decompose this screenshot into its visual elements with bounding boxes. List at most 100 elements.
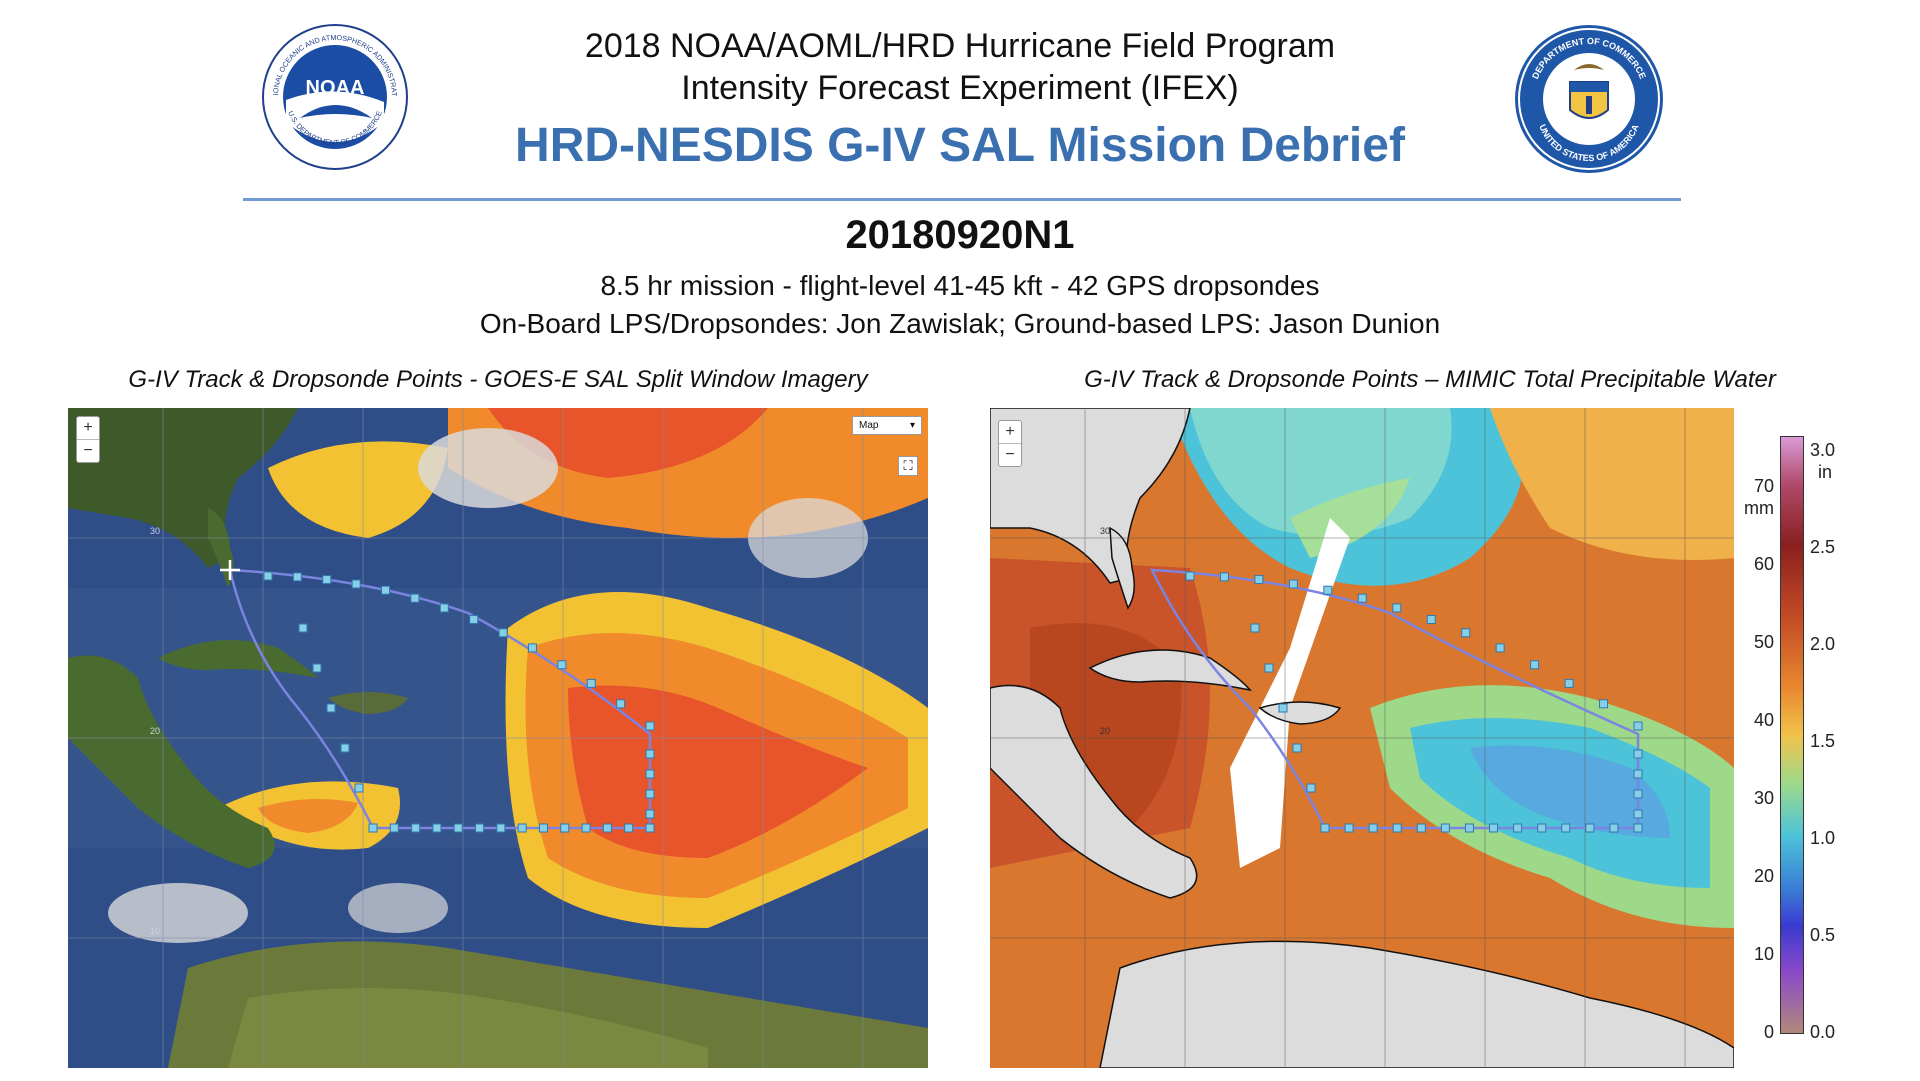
dropsonde-marker xyxy=(389,823,399,833)
dropsonde-marker xyxy=(1264,663,1274,673)
dropsonde-marker xyxy=(1461,628,1471,638)
dropsonde-marker xyxy=(645,769,655,779)
dropsonde-marker xyxy=(1489,823,1499,833)
tpw-colorbar: 70 mm 60 50 40 30 20 10 0 3.0 in 2.5 2.0… xyxy=(1738,436,1918,1042)
dropsonde-marker xyxy=(560,823,570,833)
colorbar-in-tick: 1.0 xyxy=(1810,828,1836,848)
dropsonde-marker xyxy=(1250,623,1260,633)
dropsonde-marker xyxy=(1633,823,1643,833)
dropsonde-marker xyxy=(602,823,612,833)
dropsonde-points-tpw xyxy=(1185,571,1643,833)
dropsonde-marker xyxy=(616,699,626,709)
dropsonde-marker xyxy=(354,783,364,793)
dropsonde-marker xyxy=(645,789,655,799)
dropsonde-marker xyxy=(1320,823,1330,833)
dropsonde-marker xyxy=(1219,572,1229,582)
dropsonde-marker xyxy=(1288,579,1298,589)
fullscreen-icon: ⛶ xyxy=(903,458,913,473)
colorbar-mm-tick: 50 xyxy=(1753,632,1774,652)
dropsonde-marker xyxy=(1440,823,1450,833)
dropsonde-marker xyxy=(1561,823,1571,833)
mimic-tpw-map[interactable]: 30 20 + − xyxy=(990,408,1734,1068)
dropsonde-marker xyxy=(326,703,336,713)
colorbar-mm-tick: 10 xyxy=(1753,944,1774,964)
lat-label-10: 10 xyxy=(150,926,160,936)
map-type-value: Map xyxy=(859,420,879,431)
g-iv-flight-track-tpw xyxy=(1149,568,1640,830)
lat-label-20: 20 xyxy=(150,726,160,736)
right-zoom-in-button[interactable]: + xyxy=(1005,423,1015,440)
dropsonde-marker xyxy=(1357,593,1367,603)
dropsonde-marker xyxy=(1254,575,1264,585)
right-map-graticule xyxy=(990,408,1734,1068)
dropsonde-marker xyxy=(645,721,655,731)
fullscreen-button[interactable]: ⛶ xyxy=(898,456,918,476)
colorbar-mm-unit: mm xyxy=(1744,498,1774,518)
dropsonde-marker xyxy=(1278,703,1288,713)
dropsonde-marker xyxy=(624,823,634,833)
header-divider xyxy=(243,198,1681,201)
dropsonde-marker xyxy=(1599,699,1609,709)
colorbar-gradient xyxy=(1780,436,1804,1034)
dropsonde-marker xyxy=(469,614,479,624)
dropsonde-marker xyxy=(475,823,485,833)
dropsonde-marker xyxy=(410,593,420,603)
dropsonde-marker xyxy=(581,823,591,833)
noaa-logo-text: NOAA xyxy=(306,77,365,99)
dropsonde-marker xyxy=(557,660,567,670)
page-title: HRD-NESDIS G-IV SAL Mission Debrief xyxy=(515,119,1405,172)
dropsonde-marker xyxy=(1464,823,1474,833)
dropsonde-marker xyxy=(1426,614,1436,624)
right-zoom-control: + − xyxy=(998,420,1022,467)
dropsonde-marker xyxy=(340,743,350,753)
dropsonde-marker xyxy=(1585,823,1595,833)
left-zoom-in-button[interactable]: + xyxy=(83,419,93,436)
colorbar-in-tick: 2.5 xyxy=(1810,537,1836,557)
dropsonde-marker xyxy=(1513,823,1523,833)
dropsonde-marker xyxy=(1633,721,1643,731)
dropsonde-marker xyxy=(1392,603,1402,613)
dropsonde-marker xyxy=(298,623,308,633)
dropsonde-points xyxy=(263,571,655,833)
dropsonde-marker xyxy=(586,678,596,688)
right-zoom-out-button[interactable]: − xyxy=(999,443,1021,466)
dropsonde-marker xyxy=(496,823,506,833)
dropsonde-marker xyxy=(351,579,361,589)
dropsonde-marker xyxy=(1495,643,1505,653)
colorbar-mm-tick: 40 xyxy=(1753,710,1774,730)
dropsonde-marker xyxy=(1530,660,1540,670)
left-zoom-out-button[interactable]: − xyxy=(77,439,99,462)
dropsonde-marker xyxy=(368,823,378,833)
dropsonde-marker xyxy=(1323,585,1333,595)
dropsonde-marker xyxy=(1633,789,1643,799)
colorbar-mm-tick: 30 xyxy=(1753,788,1774,808)
colorbar-mm-tick: 70 xyxy=(1753,476,1774,496)
dropsonde-marker xyxy=(1633,809,1643,819)
colorbar-mm-tick: 0 xyxy=(1763,1022,1774,1042)
colorbar-in-tick: 0.0 xyxy=(1810,1022,1836,1042)
dropsonde-marker xyxy=(517,823,527,833)
dropsonde-marker xyxy=(322,575,332,585)
colorbar-in-tick: 2.0 xyxy=(1810,634,1836,654)
left-zoom-control: + − xyxy=(76,416,100,463)
dropsonde-marker xyxy=(645,809,655,819)
dropsonde-marker xyxy=(263,571,273,581)
chevron-down-icon: ▾ xyxy=(909,420,915,431)
dropsonde-marker xyxy=(1392,823,1402,833)
tpw-lat-label-30: 30 xyxy=(1100,526,1110,536)
dropsonde-marker xyxy=(439,603,449,613)
dropsonde-marker xyxy=(292,572,302,582)
dropsonde-marker xyxy=(1537,823,1547,833)
colorbar-in-tick: 0.5 xyxy=(1810,925,1836,945)
dropsonde-marker xyxy=(432,823,442,833)
dropsonde-marker xyxy=(453,823,463,833)
program-title: 2018 NOAA/AOML/HRD Hurricane Field Progr… xyxy=(584,27,1336,65)
dropsonde-marker xyxy=(1185,571,1195,581)
map-type-select[interactable]: Map ▾ xyxy=(852,416,922,435)
mission-summary: 8.5 hr mission - flight-level 41-45 kft … xyxy=(600,270,1320,301)
dropsonde-marker xyxy=(1633,769,1643,779)
experiment-title: Intensity Forecast Experiment (IFEX) xyxy=(681,69,1239,107)
colorbar-in-tick: 1.5 xyxy=(1810,731,1836,751)
goes-sal-map[interactable]: 30 20 10 + − Map ▾ ⛶ xyxy=(68,408,928,1068)
noaa-logo: NOAA NATIONAL OCEANIC AND ATMOSPHERIC AD… xyxy=(257,15,410,172)
